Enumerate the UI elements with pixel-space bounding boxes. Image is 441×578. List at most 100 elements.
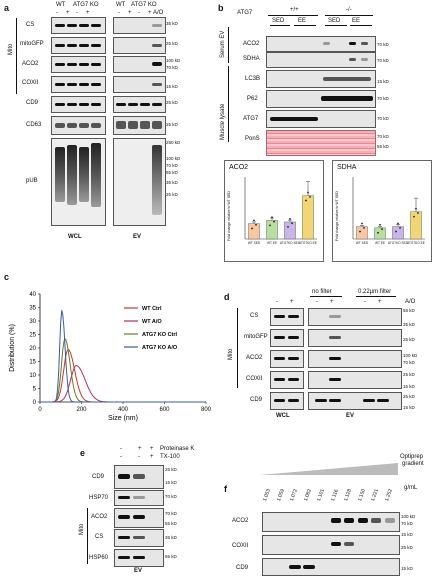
d-ev-coxii-blot [308,371,402,389]
d-marker-8: 15 kD [403,405,415,410]
d-row-cs: CS [250,313,259,319]
bar-0 [356,226,368,240]
a-mito-label: Mito [8,43,14,55]
f-row-coxii: COXII [232,543,249,549]
e-marker-6: 55 kD [165,554,177,559]
e-marker-4: 55 kD [165,521,177,526]
a-marker-100: 100 kD [166,58,181,63]
bar-2 [284,221,296,240]
b-aco2-blot [266,36,376,52]
data-point [307,191,309,194]
b-row-p62: P62 [247,96,258,102]
bar-category-label: ATG7KO SED [280,241,301,245]
bar-category-label: ATG7KO EE [299,241,317,245]
data-point [291,222,293,225]
c-series-line-0 [40,348,206,403]
f-density-label-2: 1.072 [289,488,299,503]
a-ao-label: A/O [153,10,164,16]
b-marker-2: 15 kD [377,79,389,84]
bar-category-label: WT SED [356,241,369,245]
data-point [413,215,415,218]
e-marker-1: 15 kD [165,480,177,485]
b-ee-2: EE [352,18,361,24]
b-mm-label: -/- [346,7,352,13]
b-sdha-chart: WT SED WT EE ATG7KO SED ATG7KO EE [352,177,425,245]
a-minus-1: - [56,10,58,16]
f-density-label-4: 1.101 [316,488,326,503]
c-y-tick-label: 35 [29,306,36,312]
d-marker-7: 25 kD [403,394,415,399]
d-marker-1: 35 kD [403,322,415,327]
b-lc3b-blot [266,70,376,88]
e-marker-5: 35 kD [165,535,177,540]
b-ee-1: EE [298,18,307,24]
bar-0 [248,223,260,240]
d-no-filter-label: no filter [312,289,332,295]
bar-category-label: WT EE [375,241,385,245]
bar-3 [302,195,314,240]
d-filter-label: 0.22µm filter [358,289,392,295]
data-point [253,219,255,222]
c-y-tick-label: 0 [33,400,37,406]
c-x-tick-label: 400 [118,407,129,413]
e-row-cd9: CD9 [92,474,105,480]
b-pons-blot [266,130,376,156]
a-wcl-cd9-blot [51,96,106,113]
c-y-tick-label: 25 [29,333,36,339]
b-muscle-lysate-label: Muscle lysate [220,103,226,140]
f-gradient-label-1: Optiprep [400,454,424,460]
bar-1 [374,227,386,240]
a-plus-4: + [148,10,152,16]
d-wcl-cs-blot [270,308,304,326]
data-point [379,223,381,226]
d-marker-2: 25 kD [403,337,415,342]
b-marker-3: 70 kD [377,96,389,101]
d-minus-2: - [316,299,318,305]
d-marker-3: 100 kD [403,353,418,358]
d-marker-5: 25 kD [403,372,415,377]
e-marker-0: 25 kD [165,467,177,472]
c-series-line-1 [40,364,206,403]
c-x-tick-label: 0 [38,407,42,413]
data-point [399,226,401,229]
a-marker-70: 70 kD [166,65,178,70]
b-p62-blot [266,90,376,108]
d-ev-aco2-blot [308,350,402,368]
e-minus-1: - [120,446,122,452]
f-aco2-blot [262,512,400,532]
data-point [417,212,419,214]
d-ev-mitogfp-blot [308,329,402,347]
e-marker-3: 70 kD [165,511,177,516]
f-row-aco2: ACO2 [232,518,249,524]
d-wcl-cd9-blot [270,392,304,410]
c-x-axis-label: Size (nm) [108,415,138,422]
e-tx-label: TX-100 [160,454,180,460]
a-row-cd63: CD63 [26,122,42,128]
panel-letter-b: b [218,3,224,13]
data-point [273,220,275,223]
a-ev-cd9-blot [113,96,166,113]
e-row-hsp60: HSP60 [89,555,109,561]
b-row-atg7: ATG7 [243,116,259,122]
b-marker-4: 70 kD [377,116,389,121]
d-row-cd9: CD9 [250,397,263,403]
d-ao-label: A/O [405,299,416,305]
data-point [271,216,273,219]
a-marker-25b: 25 kD [166,100,178,105]
a-minus-2: - [76,10,78,16]
c-x-tick-label: 600 [159,407,170,413]
a-marker-15: 15 kD [166,84,178,89]
b-pp-label: +/+ [290,7,299,13]
panel-letter-d: d [224,292,230,302]
a-ko-label: ATG7 KO [73,2,99,8]
d-wcl-coxii-blot [270,371,304,389]
d-plus-3: + [378,299,382,305]
a-wcl-mitogfp-blot [51,37,106,54]
a-ev-aco2-blot [113,56,166,73]
c-y-tick-label: 15 [29,360,36,366]
data-point [395,230,397,233]
e-cs-blot [114,529,164,547]
data-point [287,226,289,228]
b-atg7-label: ATG7 [237,10,253,16]
b-aco2-chart-title: ACO2 [229,164,249,171]
